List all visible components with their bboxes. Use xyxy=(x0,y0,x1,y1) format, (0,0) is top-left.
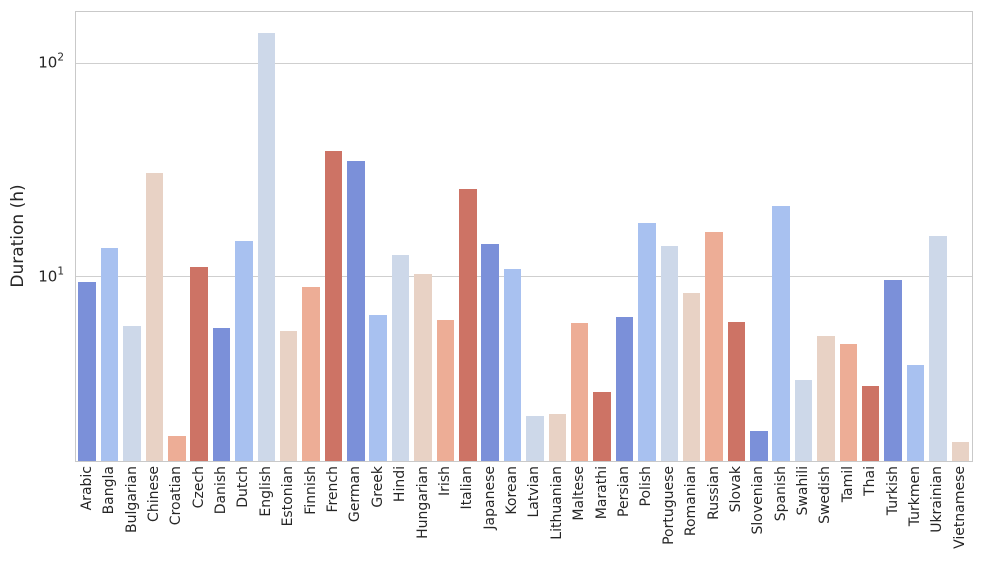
bar-irish xyxy=(436,320,455,461)
bar-hungarian xyxy=(414,273,432,461)
x-tick-label-tamil: Tamil xyxy=(839,466,856,503)
bar-portuguese xyxy=(660,245,678,461)
x-tick-label-bangla: Bangla xyxy=(101,466,118,515)
bar-maltese xyxy=(570,323,589,461)
bar-tamil xyxy=(839,343,857,461)
bar-chinese xyxy=(145,172,164,461)
x-tick-label-finnish: Finnish xyxy=(302,466,319,515)
bar-ukrainian xyxy=(929,235,947,461)
x-tick-label-estonian: Estonian xyxy=(280,466,297,527)
x-tick-label-czech: Czech xyxy=(190,466,207,509)
bar-czech xyxy=(190,266,208,461)
x-tick-label-swedish: Swedish xyxy=(817,466,834,524)
bar-finnish xyxy=(302,287,320,461)
y-tick-base: 10 xyxy=(38,267,58,286)
bar-vietnamese xyxy=(951,441,969,461)
bar-croatian xyxy=(168,436,186,461)
x-tick-label-russian: Russian xyxy=(705,466,722,520)
y-tick-base: 10 xyxy=(38,53,58,72)
x-tick-label-turkmen: Turkmen xyxy=(906,466,923,527)
bar-bangla xyxy=(100,247,119,461)
x-tick-label-hindi: Hindi xyxy=(392,466,409,503)
bar-lithuanian xyxy=(548,413,566,461)
x-tick-label-danish: Danish xyxy=(213,466,229,515)
x-tick-label-slovak: Slovak xyxy=(727,466,744,513)
bar-polish xyxy=(638,222,656,461)
bar-arabic xyxy=(78,282,96,461)
bar-marathi xyxy=(593,392,611,461)
x-tick-label-chinese: Chinese xyxy=(145,466,162,522)
x-tick-label-romanian: Romanian xyxy=(683,466,700,537)
bar-slovenian xyxy=(750,431,768,461)
x-tick-label-dutch: Dutch xyxy=(235,466,252,508)
bar-bulgarian xyxy=(123,326,141,461)
plot-area xyxy=(75,11,973,462)
bar-french xyxy=(324,151,343,461)
x-tick-label-irish: Irish xyxy=(436,466,453,496)
y-tick-exponent: 1 xyxy=(57,265,64,278)
x-tick-label-hungarian: Hungarian xyxy=(414,466,431,539)
x-tick-label-portuguese: Portuguese xyxy=(660,466,677,545)
bar-japanese xyxy=(481,244,499,461)
bar-danish xyxy=(212,327,231,461)
gridline-100h xyxy=(76,62,972,64)
bar-dutch xyxy=(235,241,253,461)
x-tick-label-bulgarian: Bulgarian xyxy=(123,466,140,533)
bar-korean xyxy=(503,268,522,461)
x-tick-label-persian: Persian xyxy=(615,466,632,517)
bar-persian xyxy=(615,317,634,461)
bar-english xyxy=(257,33,275,461)
x-tick-label-croatian: Croatian xyxy=(168,466,185,526)
x-tick-label-german: German xyxy=(347,466,364,523)
bar-russian xyxy=(705,231,723,461)
x-tick-label-polish: Polish xyxy=(638,466,655,507)
x-tick-label-latvian: Latvian xyxy=(526,466,543,518)
bar-slovak xyxy=(727,321,746,461)
x-tick-label-japanese: Japanese xyxy=(481,466,498,530)
x-tick-label-italian: Italian xyxy=(459,466,476,510)
bar-romanian xyxy=(682,292,701,461)
x-tick-label-arabic: Arabic xyxy=(78,466,95,511)
y-tick-exponent: 2 xyxy=(57,51,64,64)
x-tick-label-greek: Greek xyxy=(369,466,386,508)
bar-german xyxy=(347,161,365,461)
x-tick-label-marathi: Marathi xyxy=(593,466,610,520)
x-tick-label-lithuanian: Lithuanian xyxy=(548,466,565,540)
bar-swahili xyxy=(794,380,813,461)
bar-turkish xyxy=(884,280,902,461)
x-tick-label-spanish: Spanish xyxy=(772,466,789,522)
x-tick-label-slovenian: Slovenian xyxy=(750,466,767,535)
bar-greek xyxy=(369,314,387,461)
bar-swedish xyxy=(817,336,835,461)
x-tick-label-french: French xyxy=(324,466,341,513)
x-tick-label-maltese: Maltese xyxy=(571,466,588,521)
bar-thai xyxy=(861,386,880,461)
x-tick-label-korean: Korean xyxy=(504,466,520,515)
bar-spanish xyxy=(772,206,790,461)
y-tick-label-10: 101 xyxy=(0,266,64,286)
gridline-10h xyxy=(76,276,972,278)
bar-italian xyxy=(459,188,477,461)
x-tick-label-swahili: Swahili xyxy=(795,466,811,516)
bar-turkmen xyxy=(906,364,925,461)
bar-latvian xyxy=(526,415,544,461)
x-tick-label-english: English xyxy=(257,466,274,517)
x-tick-label-turkish: Turkish xyxy=(884,466,901,516)
x-tick-label-vietnamese: Vietnamese xyxy=(951,466,968,549)
y-tick-label-100: 102 xyxy=(0,52,64,72)
bar-estonian xyxy=(279,331,298,461)
x-tick-label-ukrainian: Ukrainian xyxy=(929,466,946,533)
bar-hindi xyxy=(391,255,410,461)
x-tick-label-thai: Thai xyxy=(862,466,879,496)
